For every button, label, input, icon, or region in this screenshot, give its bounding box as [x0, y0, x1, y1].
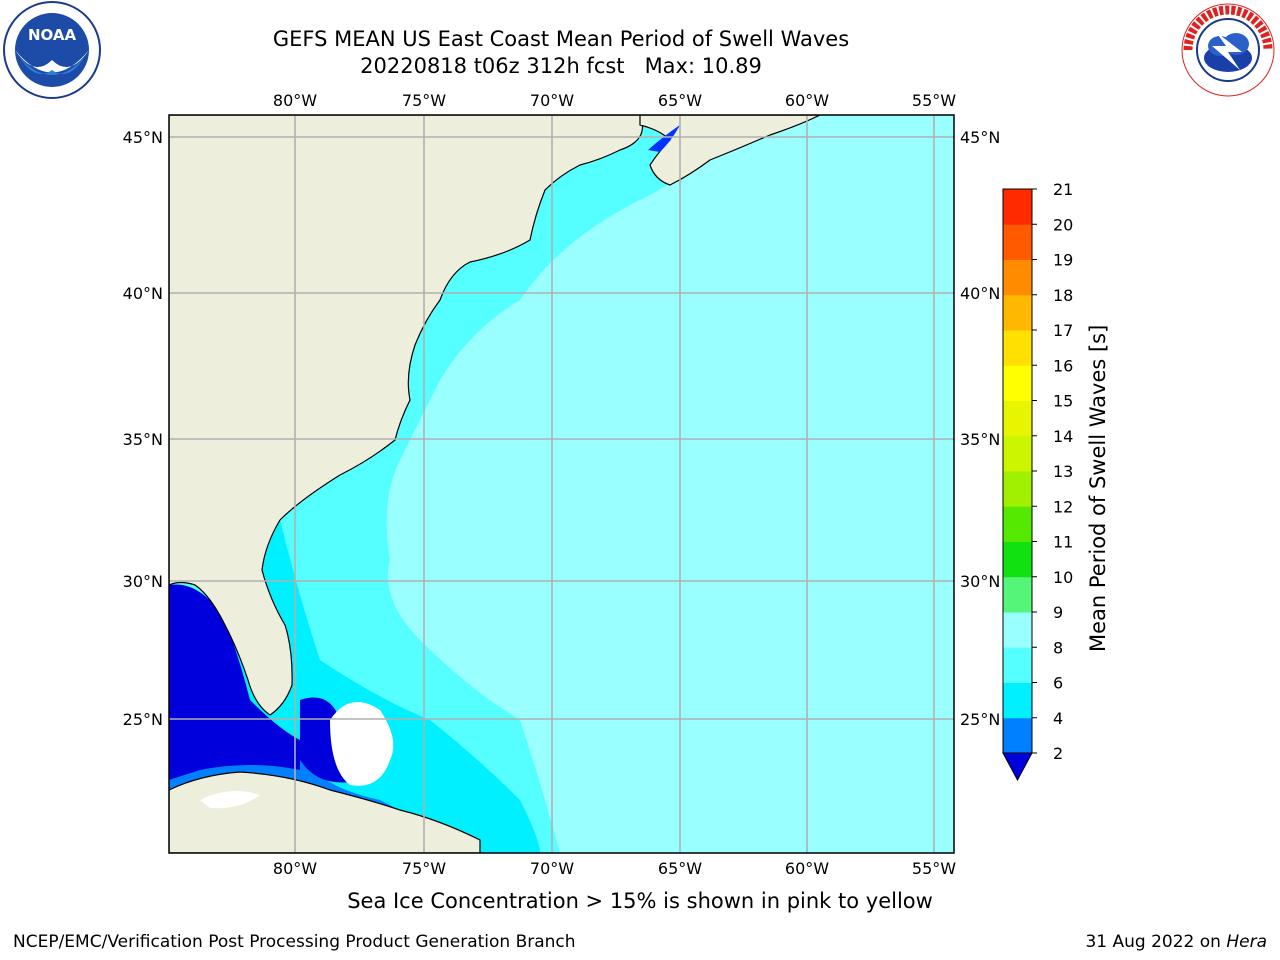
colorbar-segment — [1003, 717, 1032, 754]
colorbar-segment — [1003, 612, 1032, 648]
colorbar-tick-label: 9 — [1053, 603, 1063, 622]
colorbar-tick-label: 15 — [1053, 392, 1073, 411]
lon-ticks-bottom: 80°W 75°W 70°W 65°W 60°W 55°W — [273, 859, 956, 878]
lon-tick-label: 60°W — [785, 859, 829, 878]
chart-title: GEFS MEAN US East Coast Mean Period of S… — [0, 26, 1122, 80]
colorbar-tick-label: 6 — [1053, 674, 1063, 693]
lon-tick-label: 65°W — [658, 91, 702, 110]
colorbar-tick-label: 10 — [1053, 568, 1073, 587]
noaa-logo-text: NOAA — [28, 26, 77, 44]
colorbar-segment — [1003, 541, 1032, 578]
colorbar-segment — [1003, 189, 1032, 225]
noaa-logo-icon: NOAA — [0, 0, 104, 100]
colorbar-tick-label: 18 — [1053, 286, 1073, 305]
nws-logo-icon — [1176, 2, 1280, 98]
colorbar-tick-label: 11 — [1053, 533, 1073, 552]
lat-tick-label: 40°N — [123, 284, 163, 303]
colorbar-tick-label: 16 — [1053, 356, 1073, 375]
colorbar-segment — [1003, 506, 1032, 542]
lon-ticks-top: 80°W 75°W 70°W 65°W 60°W 55°W — [273, 91, 956, 110]
colorbar-tick-label: 21 — [1053, 180, 1073, 199]
title-line-2: 20220818 t06z 312h fcst Max: 10.89 — [360, 54, 762, 78]
colorbar-segment — [1003, 224, 1032, 260]
lon-tick-label: 80°W — [273, 91, 317, 110]
map-area — [169, 115, 954, 853]
colorbar-segment — [1003, 400, 1032, 437]
colorbar-tick-label: 12 — [1053, 497, 1073, 516]
colorbar-segment — [1003, 682, 1032, 719]
colorbar-tick-label: 8 — [1053, 638, 1063, 657]
lat-tick-label: 25°N — [123, 710, 163, 729]
colorbar-segment — [1003, 294, 1032, 331]
colorbar-segment — [1003, 259, 1032, 296]
colorbar-segment — [1003, 576, 1032, 613]
lat-ticks-left: 45°N 40°N 35°N 30°N 25°N — [123, 128, 163, 729]
cuba-white — [200, 791, 260, 809]
colorbar-tick-label: 20 — [1053, 215, 1073, 234]
colorbar: 2 4 6 8 9 10 11 12 13 14 15 16 17 18 19 20 21 — [1002, 180, 1073, 782]
colorbar-label: Mean Period of Swell Waves [s] — [1086, 324, 1110, 652]
lat-tick-label: 45°N — [123, 128, 163, 147]
lon-tick-label: 80°W — [273, 859, 317, 878]
colorbar-segment — [1003, 435, 1032, 472]
lon-tick-label: 70°W — [530, 859, 574, 878]
lat-ticks-right: 45°N 40°N 35°N 30°N 25°N — [960, 128, 1000, 729]
lon-tick-label: 70°W — [530, 91, 574, 110]
colorbar-tick-label: 13 — [1053, 462, 1073, 481]
swell-10-11-field — [520, 247, 954, 480]
no-data-bahamas — [330, 702, 394, 786]
lat-tick-label: 30°N — [960, 572, 1000, 591]
lat-tick-label: 35°N — [960, 430, 1000, 449]
lat-tick-label: 30°N — [123, 572, 163, 591]
lon-tick-label: 75°W — [402, 91, 446, 110]
footer-date-text: 31 Aug 2022 on — [1085, 932, 1227, 952]
footer-date: 31 Aug 2022 on Hera — [1085, 932, 1267, 952]
swell-under-2-field — [169, 584, 300, 780]
lon-tick-label: 55°W — [912, 859, 956, 878]
gridlines — [169, 115, 954, 853]
colorbar-tick-label: 4 — [1053, 709, 1063, 728]
map-frame — [168, 114, 955, 854]
lon-tick-label: 60°W — [785, 91, 829, 110]
lat-tick-label: 40°N — [960, 284, 1000, 303]
colorbar-tick-label: 2 — [1053, 744, 1063, 763]
colorbar-tick-label: 14 — [1053, 427, 1073, 446]
lat-tick-label: 35°N — [123, 430, 163, 449]
caption: Sea Ice Concentration > 15% is shown in … — [347, 889, 933, 913]
colorbar-tick-label: 19 — [1053, 251, 1073, 270]
lat-tick-label: 45°N — [960, 128, 1000, 147]
lon-tick-label: 55°W — [912, 91, 956, 110]
lon-tick-label: 65°W — [658, 859, 702, 878]
colorbar-segment — [1003, 471, 1032, 507]
bay-of-fundy — [648, 125, 680, 152]
lat-tick-label: 25°N — [960, 710, 1000, 729]
footer-host: Hera — [1226, 932, 1267, 952]
title-line-1: GEFS MEAN US East Coast Mean Period of S… — [272, 27, 850, 51]
footer-credit: NCEP/EMC/Verification Post Processing Pr… — [13, 932, 576, 952]
colorbar-tick-label: 17 — [1053, 321, 1073, 340]
colorbar-segment — [1003, 365, 1032, 401]
lon-tick-label: 75°W — [402, 859, 446, 878]
colorbar-under-triangle — [1002, 752, 1033, 782]
land-north-america — [169, 115, 644, 716]
colorbar-segment — [1003, 330, 1032, 366]
colorbar-segment — [1003, 647, 1032, 683]
